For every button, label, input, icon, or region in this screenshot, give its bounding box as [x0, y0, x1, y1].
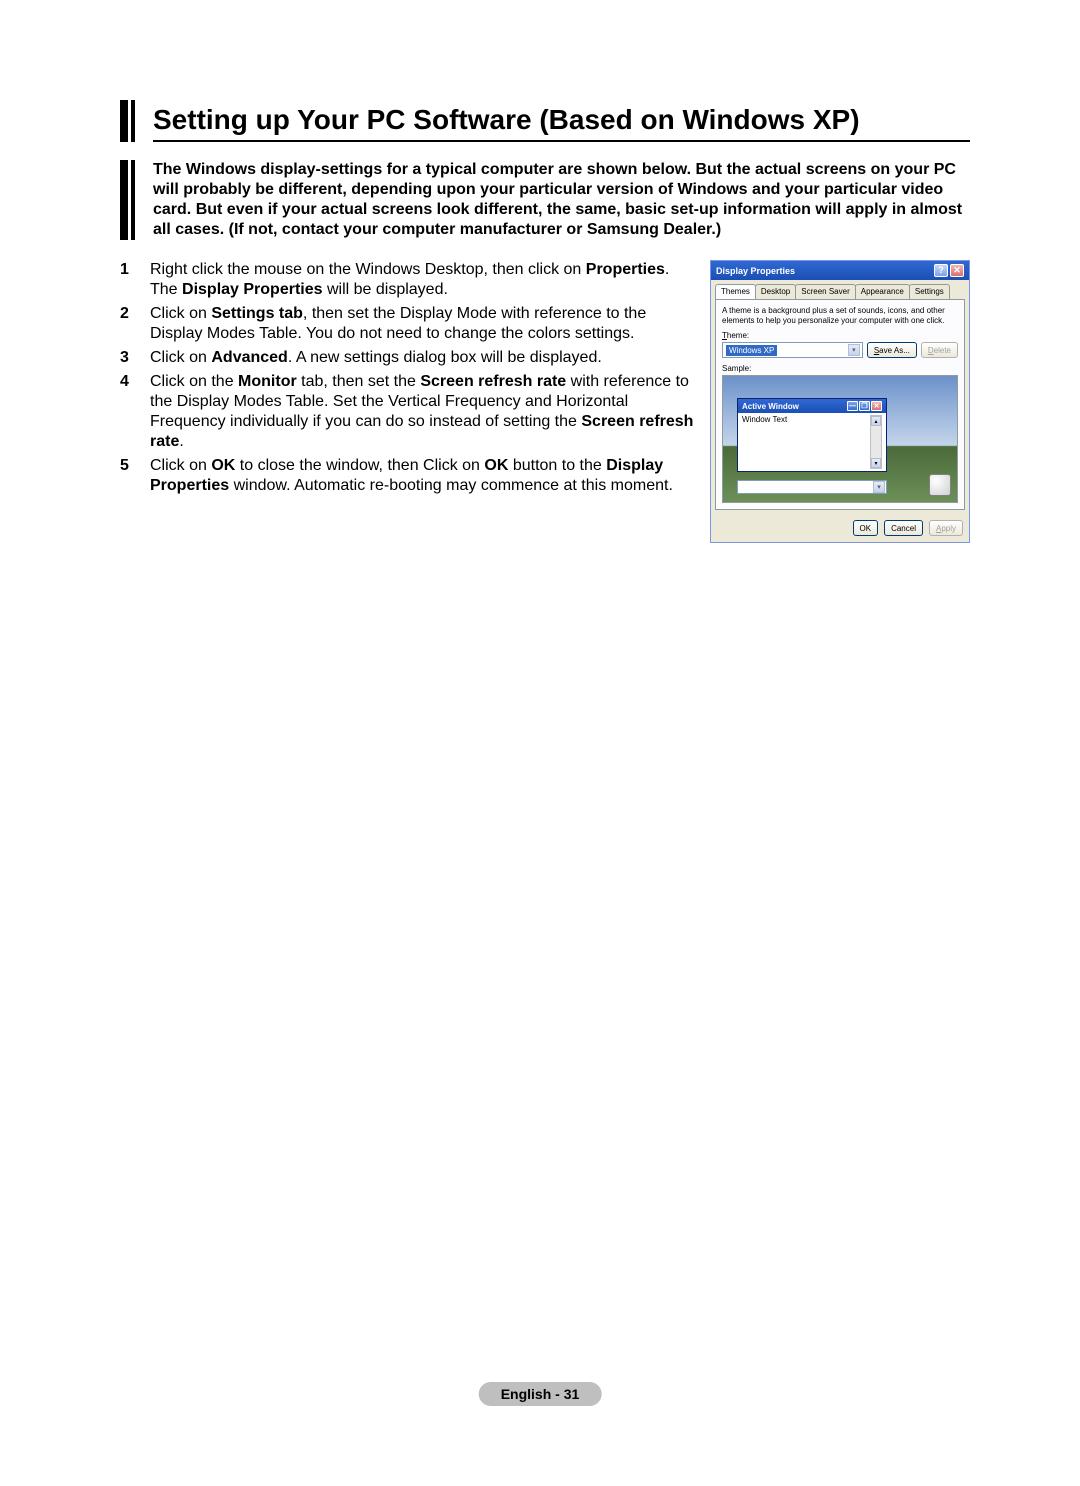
recycle-bin-icon [929, 474, 951, 496]
step-body: Click on Advanced. A new settings dialog… [150, 348, 696, 368]
intro-row: The Windows display-settings for a typic… [120, 160, 970, 240]
text: Right click the mouse on the Windows Des… [150, 261, 586, 278]
sample-window-title: Active Window [742, 402, 799, 411]
sample-window-titlebar: Active Window — ❐ ✕ [738, 399, 886, 413]
text: window. Automatic re-booting may commenc… [229, 477, 673, 494]
page-title: Setting up Your PC Software (Based on Wi… [153, 100, 970, 142]
text: Click on [150, 349, 211, 366]
text: . [179, 433, 183, 450]
bold: Screen refresh rate [420, 373, 566, 390]
dialog-body: A theme is a background plus a set of so… [715, 299, 965, 510]
step-body: Click on OK to close the window, then Cl… [150, 456, 696, 496]
text: The [150, 281, 182, 298]
step-number: 3 [120, 348, 150, 368]
text: Click on [150, 457, 211, 474]
step-number: 4 [120, 372, 150, 452]
step-body: Right click the mouse on the Windows Des… [150, 260, 696, 300]
content-row: 1 Right click the mouse on the Windows D… [120, 260, 970, 543]
close-icon: ✕ [871, 401, 882, 411]
page-footer: English - 31 [479, 1382, 602, 1406]
dialog-titlebar[interactable]: Display Properties ? ✕ [711, 261, 969, 280]
bold: OK [211, 457, 235, 474]
delete-button: Delete [921, 342, 958, 358]
save-as-button[interactable]: Save As... [867, 342, 917, 358]
bold: Display Properties [182, 281, 323, 298]
chevron-down-icon: ▾ [873, 481, 885, 493]
bold: Advanced [211, 349, 287, 366]
tab-settings[interactable]: Settings [909, 284, 950, 299]
window-controls: — ❐ ✕ [847, 401, 882, 411]
text: elete [934, 346, 951, 355]
text: will be displayed. [323, 281, 448, 298]
step-4: 4 Click on the Monitor tab, then set the… [120, 372, 696, 452]
help-button[interactable]: ? [934, 264, 948, 277]
bold: Settings tab [211, 305, 303, 322]
dialog-title-text: Display Properties [716, 266, 795, 276]
theme-description: A theme is a background plus a set of so… [722, 306, 958, 325]
scroll-down-icon: ▾ [871, 458, 881, 468]
text: . A new settings dialog box will be disp… [288, 349, 602, 366]
step-body: Click on Settings tab, then set the Disp… [150, 304, 696, 344]
dialog-tabs: Themes Desktop Screen Saver Appearance S… [711, 280, 969, 299]
close-button[interactable]: ✕ [950, 264, 964, 277]
tab-desktop[interactable]: Desktop [755, 284, 796, 299]
heading-bars [120, 100, 135, 142]
dialog-footer: OK Cancel Apply [711, 514, 969, 542]
text: button to the [508, 457, 606, 474]
bold: OK [484, 457, 508, 474]
steps-list: 1 Right click the mouse on the Windows D… [120, 260, 696, 500]
step-body: Click on the Monitor tab, then set the S… [150, 372, 696, 452]
chevron-down-icon[interactable]: ▾ [848, 344, 860, 356]
theme-row: Windows XP ▾ Save As... Delete [722, 342, 958, 358]
minimize-icon: — [847, 401, 858, 411]
text: heme: [727, 331, 749, 340]
theme-label: Theme: [722, 331, 958, 340]
step-number: 5 [120, 456, 150, 496]
text: pply [941, 524, 956, 533]
step-number: 1 [120, 260, 150, 300]
intro-bars [120, 160, 135, 240]
text: ave As... [879, 346, 910, 355]
bar-thick [120, 100, 128, 142]
text: . [665, 261, 669, 278]
step-2: 2 Click on Settings tab, then set the Di… [120, 304, 696, 344]
heading-row: Setting up Your PC Software (Based on Wi… [120, 100, 970, 142]
bar-thin [131, 160, 135, 240]
step-number: 2 [120, 304, 150, 344]
step-5: 5 Click on OK to close the window, then … [120, 456, 696, 496]
text: to close the window, then Click on [235, 457, 484, 474]
titlebar-buttons: ? ✕ [934, 264, 964, 277]
tab-themes[interactable]: Themes [715, 284, 756, 299]
bar-thin [131, 100, 135, 142]
tab-screensaver[interactable]: Screen Saver [795, 284, 855, 299]
bold: Monitor [238, 373, 297, 390]
step-1: 1 Right click the mouse on the Windows D… [120, 260, 696, 300]
intro-text: The Windows display-settings for a typic… [153, 160, 970, 240]
sample-label: Sample: [722, 364, 958, 373]
theme-selected: Windows XP [726, 345, 777, 356]
step-3: 3 Click on Advanced. A new settings dial… [120, 348, 696, 368]
bold: Properties [586, 261, 665, 278]
sample-window-text: Window Text [742, 415, 787, 424]
theme-dropdown[interactable]: Windows XP ▾ [722, 342, 863, 358]
scroll-up-icon: ▴ [871, 416, 881, 426]
tab-appearance[interactable]: Appearance [855, 284, 910, 299]
sample-dropdown: ▾ [737, 480, 887, 494]
scrollbar: ▴ ▾ [870, 415, 882, 469]
sample-active-window: Active Window — ❐ ✕ Window Text ▴ ▾ [737, 398, 887, 472]
apply-button: Apply [929, 520, 963, 536]
maximize-icon: ❐ [859, 401, 870, 411]
text: tab, then set the [297, 373, 421, 390]
sample-preview: Active Window — ❐ ✕ Window Text ▴ ▾ [722, 375, 958, 503]
text: Click on the [150, 373, 238, 390]
cancel-button[interactable]: Cancel [884, 520, 923, 536]
text: Click on [150, 305, 211, 322]
sample-window-body: Window Text ▴ ▾ [738, 413, 886, 471]
bar-thick [120, 160, 128, 240]
display-properties-dialog: Display Properties ? ✕ Themes Desktop Sc… [710, 260, 970, 543]
ok-button[interactable]: OK [853, 520, 879, 536]
